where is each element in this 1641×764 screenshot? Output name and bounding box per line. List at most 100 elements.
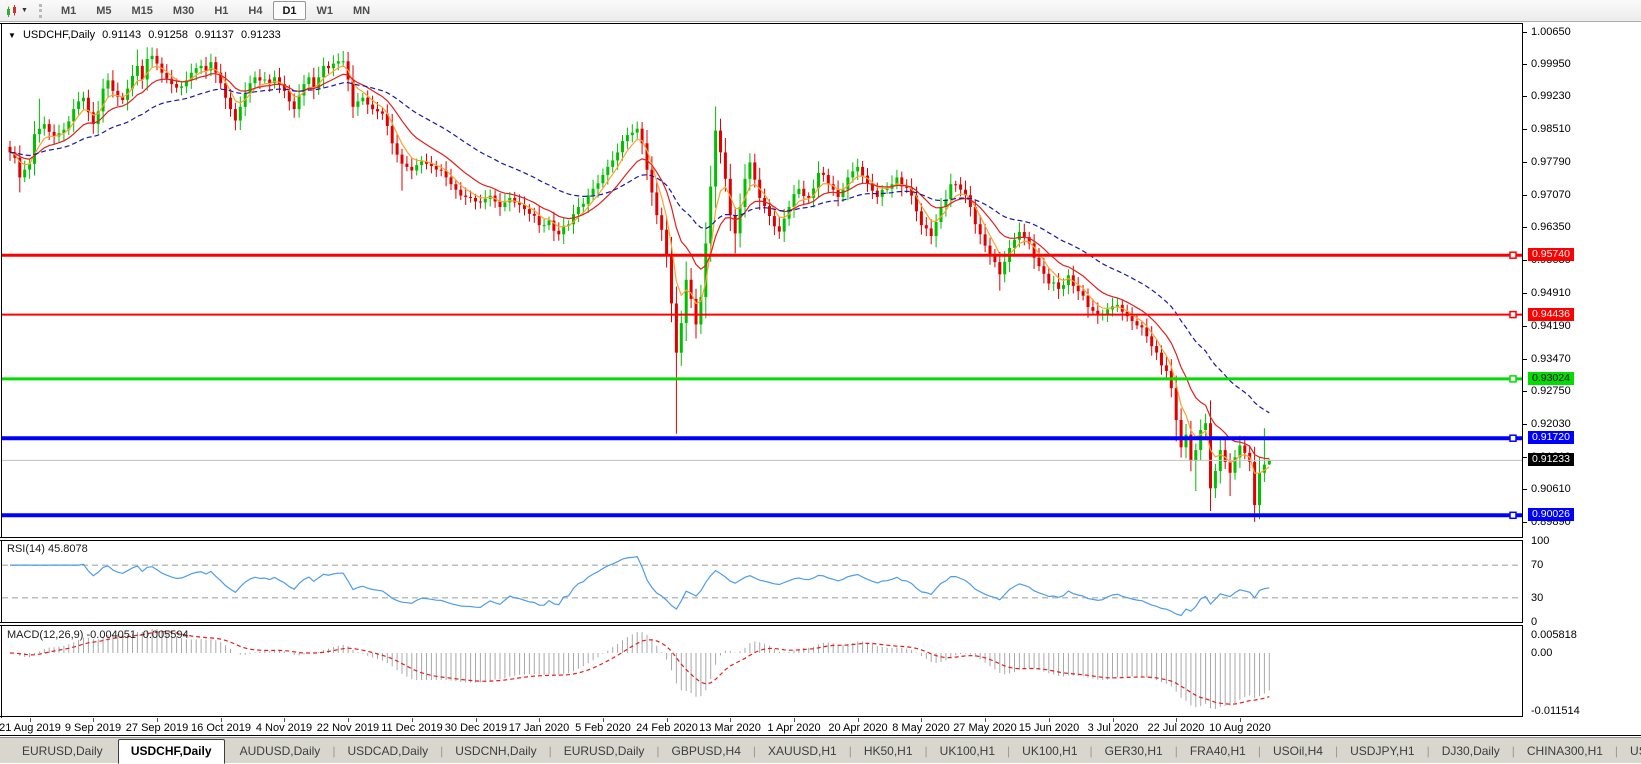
macd-pane-bottom-border	[0, 716, 1641, 717]
hline-price-badge: 0.94436	[1528, 308, 1574, 321]
timeframe-button-m5[interactable]: M5	[96, 4, 112, 17]
timeframe-button-d1[interactable]: D1	[273, 1, 306, 20]
date-axis-bottom-border	[0, 735, 1641, 736]
hline-price-badge: 0.90026	[1528, 508, 1574, 521]
main-chart-canvas[interactable]	[2, 24, 1522, 537]
price-tick	[1523, 227, 1527, 228]
date-tick-label: 8 May 2020	[892, 722, 950, 734]
collapse-caret-icon[interactable]: ▼	[8, 31, 16, 40]
date-tick	[858, 718, 859, 722]
symbol-tab-audusd-2[interactable]: AUDUSD,Daily	[239, 744, 321, 758]
date-tick-label: 13 Mar 2020	[699, 722, 761, 734]
tab-separator: |	[1257, 744, 1261, 758]
timeframe-button-m1[interactable]: M1	[60, 4, 77, 17]
price-tick	[1523, 162, 1527, 163]
timeframe-button-m30[interactable]: M30	[172, 4, 195, 17]
timeframe-button-h4[interactable]: H4	[248, 4, 263, 17]
chart-tool-button[interactable]: ▼	[0, 3, 35, 19]
symbol-tab-bar: EURUSD,Daily | USDCHF,Daily | AUDUSD,Daily | U…	[0, 737, 1641, 764]
macd-axis-zero: 0.00	[1531, 647, 1553, 659]
hline-price-badge: 0.91720	[1528, 431, 1574, 444]
timeframe-button-mn[interactable]: MN	[353, 4, 371, 17]
date-tick-label: 4 Nov 2019	[255, 722, 313, 734]
symbol-tab-usdcad-3[interactable]: USDCAD,Daily	[347, 744, 429, 758]
timeframe-button-w1[interactable]: W1	[316, 4, 334, 17]
symbol-tab-gbpusd-6[interactable]: GBPUSD,H4	[671, 744, 741, 758]
date-tick-label: 24 Feb 2020	[636, 722, 698, 734]
rsi-axis-label: 100	[1531, 535, 1550, 547]
macd-pane-canvas[interactable]	[2, 627, 1522, 716]
date-tick	[1240, 718, 1241, 722]
symbol-tab-fra40-12[interactable]: FRA40,H1	[1189, 744, 1246, 758]
date-tick	[985, 718, 986, 722]
date-tick-label: 16 Oct 2019	[191, 722, 251, 734]
symbol-tab-usoil-17[interactable]: USOil,H1	[1630, 744, 1641, 758]
symbol-tab-usdchf-1[interactable]: USDCHF,Daily	[117, 739, 225, 764]
price-tick	[1523, 195, 1527, 196]
price-tick-label: 0.98510	[1531, 123, 1571, 135]
date-tick-label: 3 Jul 2020	[1087, 722, 1139, 734]
price-tick-label: 1.00650	[1531, 26, 1571, 38]
pane-splitter-rsi-macd[interactable]	[0, 622, 1641, 626]
symbol-tab-xauusd-7[interactable]: XAUUSD,H1	[768, 744, 837, 758]
toolbar-grip[interactable]	[38, 3, 45, 18]
price-axis[interactable]: 1.00650 0.99950 0.99230 0.98510 0.97790 0.970…	[1523, 23, 1641, 717]
price-tick-label: 0.99230	[1531, 90, 1571, 102]
price-tick-label: 0.97790	[1531, 156, 1571, 168]
price-tick	[1523, 96, 1527, 97]
price-tick	[1523, 359, 1527, 360]
symbol-tab-usdcnh-4[interactable]: USDCNH,Daily	[455, 744, 537, 758]
dropdown-caret-icon[interactable]: ▼	[21, 7, 28, 14]
date-tick	[30, 718, 31, 722]
tab-separator: |	[656, 744, 660, 758]
price-tick	[1523, 64, 1527, 65]
ohlc-high: 0.91258	[148, 29, 188, 41]
ohlc-close: 0.91233	[241, 29, 281, 41]
chart-symbol-label: USDCHF,Daily	[22, 29, 96, 41]
date-tick	[157, 718, 158, 722]
price-tick-label: 0.94190	[1531, 320, 1571, 332]
date-tick	[539, 718, 540, 722]
rsi-pane-canvas[interactable]	[2, 541, 1522, 622]
price-tick	[1523, 326, 1527, 327]
timeframe-button-h1[interactable]: H1	[214, 4, 229, 17]
chart-title: ▼ USDCHF,Daily 0.91143 0.91258 0.91137 0…	[8, 29, 285, 41]
price-tick-label: 0.99950	[1531, 58, 1571, 70]
rsi-axis-label: 70	[1531, 559, 1544, 571]
timeframe-buttons: M1 M5 M15 M30 H1 H4 D1 W1 MN	[51, 1, 380, 20]
date-tick-label: 27 May 2020	[953, 722, 1017, 734]
date-tick-label: 22 Jul 2020	[1147, 722, 1205, 734]
symbol-tab-china300-16[interactable]: CHINA300,H1	[1526, 744, 1603, 758]
symbol-tab-uk100-9[interactable]: UK100,H1	[939, 744, 996, 758]
symbol-tab-hk50-8[interactable]: HK50,H1	[863, 744, 913, 758]
tab-separator: |	[440, 744, 444, 758]
price-tick-label: 0.92750	[1531, 385, 1571, 397]
symbol-tab-usdjpy-14[interactable]: USDJPY,H1	[1350, 744, 1415, 758]
timeframe-button-m15[interactable]: M15	[131, 4, 153, 17]
macd-label: MACD(12,26,9) -0.004051 -0.005594	[7, 629, 189, 641]
symbol-tab-usoil-13[interactable]: USOil,H4	[1272, 744, 1323, 758]
tab-separator: |	[848, 744, 852, 758]
price-tick-label: 0.93470	[1531, 353, 1571, 365]
pane-splitter-main-rsi[interactable]	[0, 537, 1641, 541]
tab-separator: |	[752, 744, 757, 758]
price-tick-label: 0.96350	[1531, 221, 1571, 233]
date-axis[interactable]: 21 Aug 2019 9 Sep 2019 27 Sep 2019 16 Oct 2…	[0, 718, 1641, 735]
symbol-tab-uk100-10[interactable]: UK100,H1	[1022, 744, 1078, 758]
tab-separator: |	[1089, 744, 1093, 758]
symbol-tab-eurusd-0[interactable]: EURUSD,Daily	[22, 744, 103, 758]
ohlc-low: 0.91137	[195, 29, 234, 41]
tab-separator: |	[1614, 744, 1619, 758]
date-tick	[603, 718, 604, 722]
date-tick	[1049, 718, 1050, 722]
rsi-axis-label: 0	[1531, 616, 1538, 628]
symbol-tab-ger30-11[interactable]: GER30,H1	[1104, 744, 1163, 758]
chart-tool-icon[interactable]	[4, 3, 20, 19]
symbol-tab-eurusd-5[interactable]: EURUSD,Daily	[563, 744, 645, 758]
date-tick-label: 21 Aug 2019	[0, 722, 61, 734]
date-tick-label: 17 Jan 2020	[508, 722, 570, 734]
tab-separator: |	[1426, 744, 1430, 758]
tab-separator: |	[1007, 744, 1011, 758]
hline-price-badge: 0.95740	[1528, 248, 1574, 261]
symbol-tab-dj30-15[interactable]: DJ30,Daily	[1441, 744, 1500, 758]
